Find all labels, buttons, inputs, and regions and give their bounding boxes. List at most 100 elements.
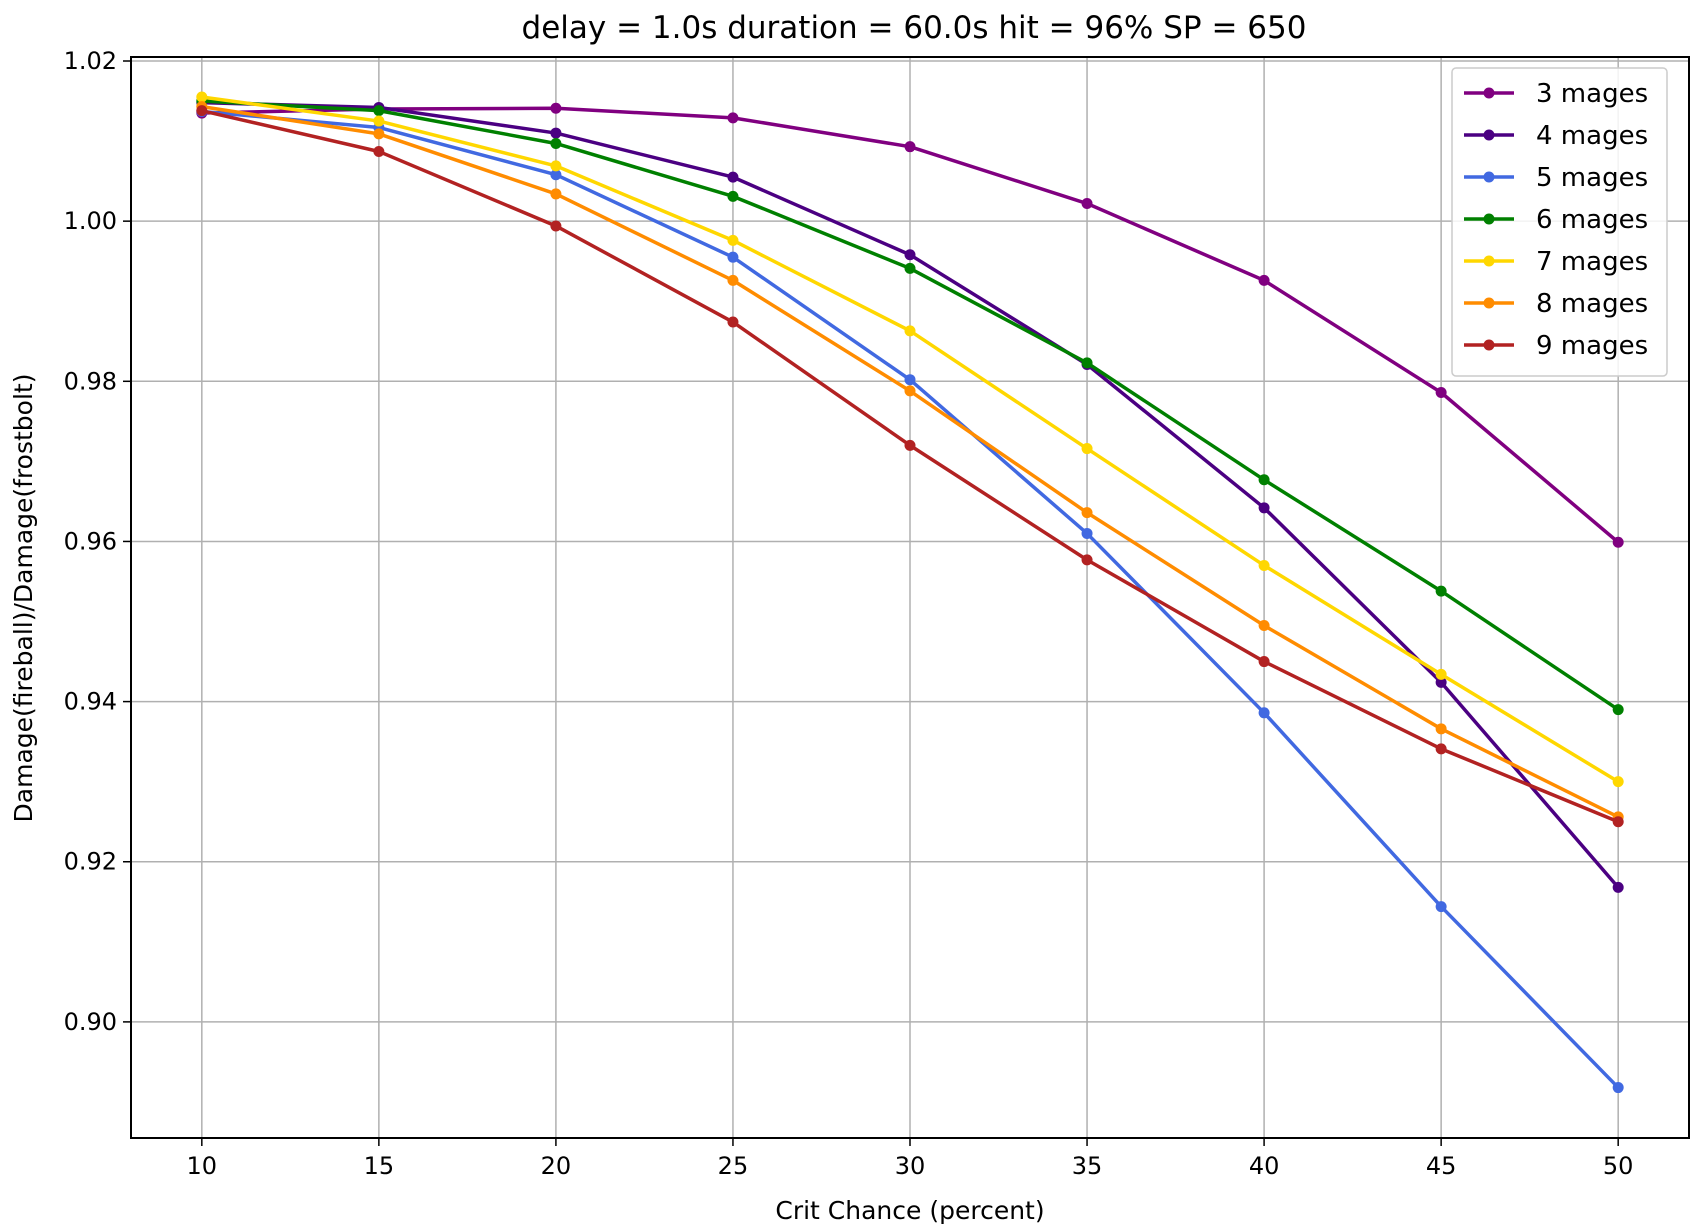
data-point: [550, 188, 562, 200]
data-point: [1612, 536, 1624, 548]
x-tick-label: 20: [541, 1152, 572, 1180]
data-point: [727, 190, 739, 202]
data-point: [196, 91, 208, 103]
legend-box: [1451, 67, 1668, 377]
series-layer: [196, 91, 1624, 1094]
legend-label: 4 mages: [1536, 121, 1648, 151]
legend-swatch-marker: [1483, 87, 1495, 99]
data-point: [1258, 474, 1270, 486]
x-tick-label: 30: [895, 1152, 926, 1180]
data-point: [727, 171, 739, 183]
data-point: [1081, 507, 1093, 519]
legend-swatch-marker: [1483, 213, 1495, 225]
data-point: [1081, 554, 1093, 566]
x-tick-label: 45: [1426, 1152, 1457, 1180]
data-point: [1258, 656, 1270, 668]
y-tick-label: 0.98: [64, 367, 117, 395]
data-point: [727, 234, 739, 246]
legend-label: 7 mages: [1536, 247, 1648, 277]
legend-item: 4 mages: [1464, 121, 1648, 151]
data-point: [1435, 668, 1447, 680]
legend-item: 3 mages: [1464, 79, 1648, 109]
data-point: [550, 127, 562, 139]
legend-swatch-marker: [1483, 129, 1495, 141]
data-point: [904, 262, 916, 274]
legend-swatch-marker: [1483, 339, 1495, 351]
data-point: [1612, 1082, 1624, 1094]
data-point: [1612, 776, 1624, 788]
series-7-mages: [196, 91, 1624, 788]
data-point: [1258, 707, 1270, 719]
data-point: [196, 105, 208, 117]
legend-label: 9 mages: [1536, 331, 1648, 361]
data-point: [904, 385, 916, 397]
data-point: [373, 115, 385, 127]
y-axis-label: Damage(fireball)/Damage(frostbolt): [9, 374, 38, 823]
x-tick-label: 50: [1603, 1152, 1634, 1180]
x-tick-label: 10: [187, 1152, 218, 1180]
legend-item: 6 mages: [1464, 205, 1648, 235]
x-axis-label: Crit Chance (percent): [775, 1196, 1044, 1225]
chart-title: delay = 1.0s duration = 60.0s hit = 96% …: [522, 10, 1307, 46]
data-point: [727, 251, 739, 263]
x-tick-label: 40: [1249, 1152, 1280, 1180]
data-point: [1081, 357, 1093, 369]
data-point: [550, 169, 562, 181]
legend: 3 mages 4 mages 5 mages 6 mages 7 mages 8 mag…: [1451, 67, 1668, 377]
data-point: [904, 374, 916, 386]
y-tick-label: 0.94: [64, 688, 117, 716]
y-tick-label: 0.96: [64, 527, 117, 555]
data-point: [550, 220, 562, 232]
data-point: [1081, 443, 1093, 455]
y-tick-label: 1.02: [64, 47, 117, 75]
data-point: [550, 102, 562, 114]
ticks: 10 15 20 25 30 35 40 45 50 0.90 0.92 0.94 0.96 0.98 1.…: [64, 47, 1634, 1180]
data-point: [1258, 502, 1270, 514]
data-point: [1258, 274, 1270, 286]
y-tick-label: 0.92: [64, 848, 117, 876]
data-point: [1435, 676, 1447, 688]
data-point: [1081, 527, 1093, 539]
x-tick-label: 25: [718, 1152, 749, 1180]
data-point: [1435, 743, 1447, 755]
data-point: [727, 112, 739, 124]
data-point: [1435, 387, 1447, 399]
legend-swatch-marker: [1483, 255, 1495, 267]
data-point: [1435, 723, 1447, 735]
legend-label: 3 mages: [1536, 79, 1648, 109]
legend-item: 8 mages: [1464, 289, 1648, 319]
data-point: [904, 249, 916, 261]
series-6-mages: [196, 95, 1624, 716]
data-point: [373, 128, 385, 140]
data-point: [550, 160, 562, 172]
data-point: [550, 137, 562, 149]
data-point: [1612, 881, 1624, 893]
data-point: [1435, 585, 1447, 597]
legend-item: 5 mages: [1464, 163, 1648, 193]
x-tick-label: 15: [364, 1152, 395, 1180]
data-point: [727, 316, 739, 328]
data-point: [727, 274, 739, 286]
data-point: [1081, 198, 1093, 210]
legend-swatch-marker: [1483, 171, 1495, 183]
legend-swatch-marker: [1483, 297, 1495, 309]
data-point: [373, 145, 385, 157]
data-point: [373, 105, 385, 117]
data-point: [904, 439, 916, 451]
data-point: [1612, 704, 1624, 716]
data-point: [1435, 901, 1447, 913]
data-point: [1612, 816, 1624, 828]
data-point: [904, 141, 916, 153]
legend-label: 6 mages: [1536, 205, 1648, 235]
x-tick-label: 35: [1072, 1152, 1103, 1180]
data-point: [1258, 559, 1270, 571]
legend-label: 5 mages: [1536, 163, 1648, 193]
y-tick-label: 1.00: [64, 207, 117, 235]
data-point: [1258, 620, 1270, 632]
legend-item: 9 mages: [1464, 331, 1648, 361]
legend-label: 8 mages: [1536, 289, 1648, 319]
series-9-mages: [196, 105, 1624, 828]
data-point: [904, 325, 916, 337]
y-tick-label: 0.90: [64, 1008, 117, 1036]
